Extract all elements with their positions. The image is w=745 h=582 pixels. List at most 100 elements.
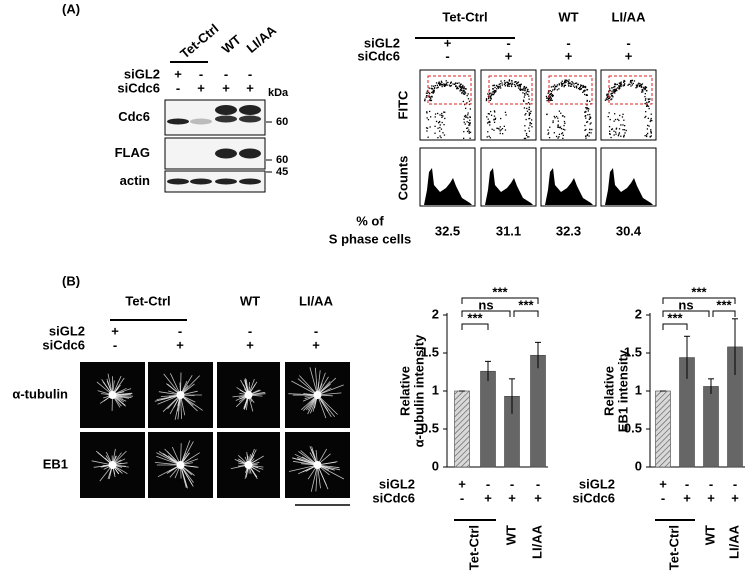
dot [584,93,586,96]
group-label: LI/AA [612,9,647,24]
dot [609,133,611,135]
condition-label: siCdc6 [572,490,615,505]
dot [618,85,621,87]
y-tick-label: 1 [635,382,642,397]
dot [511,85,513,88]
filament [317,377,337,396]
dot [617,118,619,120]
dot [504,82,506,85]
dot [497,87,500,89]
histogram [485,168,533,205]
dot [549,93,551,95]
sign: + [246,80,254,95]
dot [443,85,446,87]
dot [584,129,586,131]
dot [585,107,587,109]
dot [611,128,613,131]
dot [440,80,443,82]
dot [642,91,644,93]
dot [587,114,589,116]
dot [610,99,612,101]
dot [564,79,566,82]
dot [638,82,640,84]
dot [563,84,565,86]
sign: + [174,66,182,81]
condition-label: siCdc6 [372,490,415,505]
dot [528,130,531,132]
dot [443,124,445,126]
dot [426,111,428,113]
dot [463,118,465,120]
dot [628,83,630,85]
dot [523,107,526,109]
dot [622,124,624,126]
dot [561,84,563,86]
dot [644,96,646,98]
dot [441,121,443,124]
dot [459,90,461,92]
dot [549,94,551,96]
condition-label: siGL2 [49,323,85,338]
dot [501,84,503,86]
dot [608,97,611,99]
dot [646,134,648,136]
dot [494,86,496,89]
dot [638,84,641,87]
dot [585,111,587,113]
dot [590,117,592,119]
dot [642,86,644,89]
dot [549,94,552,96]
sign: + [659,476,667,491]
dot [523,87,525,89]
y-tick-label: 1.5 [421,344,439,359]
dot [498,83,500,86]
dot [464,103,466,106]
dot [557,120,559,122]
dot [650,131,652,133]
dot [493,119,495,121]
dot [552,95,554,97]
dot [551,94,553,96]
dot [615,83,617,86]
dot [589,128,591,130]
dot [649,120,651,123]
band [215,115,237,123]
dot [563,86,565,88]
dot [488,94,490,96]
dot [611,95,613,97]
dot [558,133,561,135]
dot [556,89,558,91]
dot [427,136,429,138]
dot [463,89,465,91]
dot [523,96,525,98]
dot [648,101,650,103]
dot [646,105,648,107]
dot [611,87,613,89]
dot [436,84,438,86]
dot [648,125,650,127]
dot [611,98,613,100]
bar [530,354,546,468]
dot [579,87,581,89]
dot [623,134,625,136]
dot [448,84,450,86]
dot [639,83,641,85]
dot [550,97,552,99]
dot [624,132,626,134]
group-label: WT [558,9,578,24]
dot [528,98,530,100]
dot [623,81,625,84]
group-label: Tet-Ctrl [442,9,487,24]
dot [508,79,511,81]
dot [614,113,616,115]
dot [590,122,592,124]
dot [497,85,499,88]
dot [577,84,579,86]
dot [517,87,520,89]
dot [489,124,491,126]
dot [462,89,464,92]
dot [612,96,614,98]
dot [531,119,533,121]
dot [645,115,647,118]
dot [492,93,494,96]
